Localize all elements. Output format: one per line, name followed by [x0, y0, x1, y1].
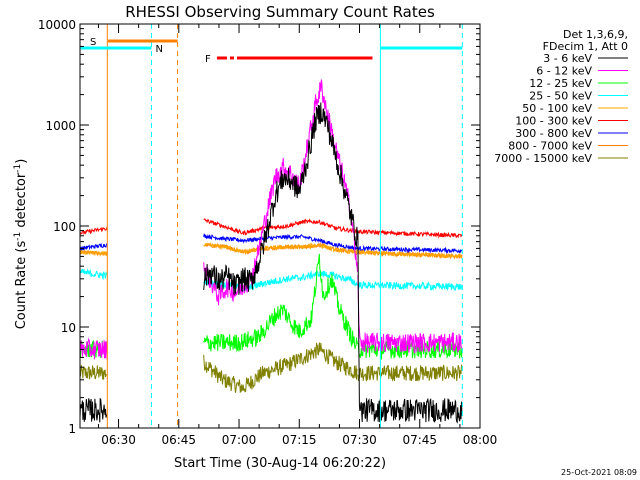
- flare-label: F: [205, 54, 211, 65]
- y-axis-label: Count Rate (s-1 detector-1): [13, 159, 29, 330]
- night-label: N: [155, 44, 162, 55]
- plot-area: S N F: [79, 24, 463, 428]
- x-tick-label: 07:00: [222, 433, 257, 447]
- legend-entry-label: 300 - 800 keV: [515, 127, 592, 140]
- y-label-sup2: -1: [13, 164, 23, 173]
- series-line-12-25keV-seg1: [203, 253, 358, 353]
- legend-entry-label: 3 - 6 keV: [543, 52, 592, 65]
- series-line-100-300keV-seg0: [79, 226, 108, 236]
- series-line-100-300keV-seg2: [357, 229, 463, 239]
- y-label-end: ): [14, 159, 29, 164]
- y-tick-label: 1000: [45, 119, 76, 133]
- legend-entry-label: 7000 - 15000 keV: [494, 152, 592, 165]
- x-tick-label: 06:30: [101, 433, 136, 447]
- legend-header-line: FDecim 1, Att 0: [543, 40, 628, 53]
- series-line-50-100keV-seg0: [79, 249, 108, 257]
- y-label-main: Count Rate (s: [14, 241, 29, 330]
- y-tick-label: 100: [53, 220, 76, 234]
- x-tick-label: 06:45: [161, 433, 196, 447]
- series-line-25-50keV-seg0: [79, 268, 108, 281]
- series-line-7000-15000keV-seg2: [357, 364, 463, 382]
- x-tick-label: 07:30: [342, 433, 377, 447]
- series-line-300-800keV-seg0: [79, 242, 108, 251]
- y-tick-label: 10000: [38, 18, 76, 32]
- attenuator-label: S: [90, 37, 96, 48]
- series-line-3-6keV-seg2: [357, 230, 463, 424]
- series-line-300-800keV-seg2: [357, 244, 463, 255]
- series-line-6-12keV-seg0: [79, 337, 108, 360]
- axes: 1 10 100 1000 10000 06:30 06:45 07:00 07:15 07:30…: [38, 18, 497, 447]
- legend-entry-label: 6 - 12 keV: [536, 65, 592, 78]
- legend-entry-label: 100 - 300 keV: [515, 115, 592, 128]
- x-axis-label: Start Time (30-Aug-14 06:20:22): [174, 456, 386, 471]
- series-line-50-100keV-seg2: [357, 249, 463, 260]
- legend-entry-label: 25 - 50 keV: [529, 90, 592, 103]
- legend-entry-label: 800 - 7000 keV: [508, 140, 592, 153]
- chart-title: RHESSI Observing Summary Count Rates: [125, 3, 435, 21]
- series-line-7000-15000keV-seg0: [79, 364, 108, 380]
- legend-entry-label: 50 - 100 keV: [522, 102, 592, 115]
- legend-header-line: Det 1,3,6,9,: [563, 28, 628, 41]
- y-label-sup1: -1: [13, 232, 23, 241]
- series-line-25-50keV-seg2: [357, 280, 463, 292]
- series-line-6-12keV-seg2: [357, 274, 463, 354]
- legend-entry-label: 12 - 25 keV: [529, 77, 592, 90]
- x-tick-label: 07:45: [402, 433, 437, 447]
- series-line-50-100keV-seg1: [203, 241, 358, 255]
- series-line-300-800keV-seg1: [203, 233, 358, 252]
- y-tick-label: 1: [68, 422, 76, 436]
- series-line-100-300keV-seg1: [203, 218, 358, 236]
- x-tick-label: 07:15: [282, 433, 317, 447]
- series-line-3-6keV-seg0: [79, 397, 108, 423]
- y-tick-label: 10: [61, 321, 76, 335]
- y-label-mid: detector: [14, 172, 29, 232]
- series-line-3-6keV-seg1: [203, 102, 358, 296]
- x-tick-label: 08:00: [463, 433, 498, 447]
- timestamp: 25-Oct-2021 08:09: [561, 468, 637, 477]
- series-line-7000-15000keV-seg1: [203, 342, 358, 393]
